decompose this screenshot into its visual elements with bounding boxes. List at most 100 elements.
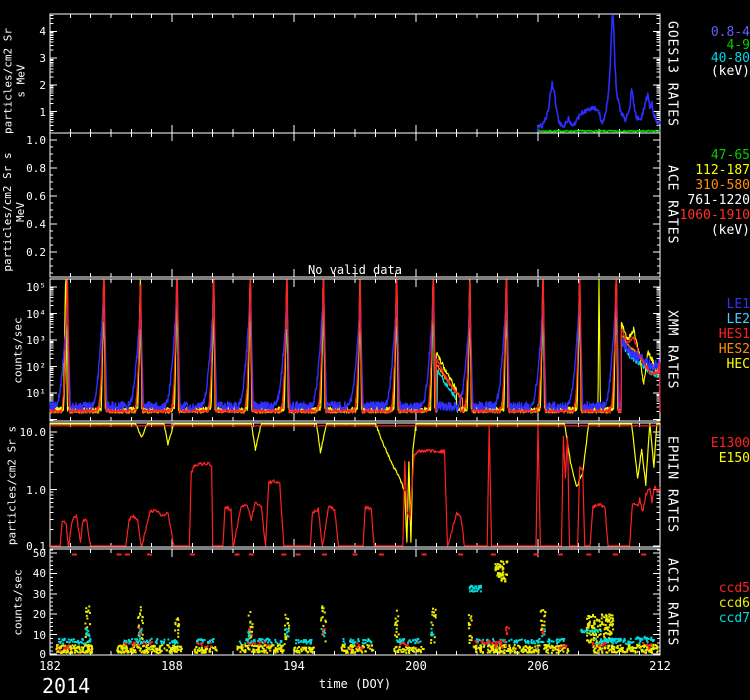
ccd6-point: [431, 624, 434, 627]
ccd6-point: [161, 644, 164, 647]
ccd7-point: [556, 638, 559, 641]
ccd7-point: [399, 641, 401, 644]
ccd6-point: [598, 619, 601, 622]
ccd7-point: [196, 639, 198, 642]
ccd5-dash: [189, 553, 195, 556]
ccd7-point: [629, 637, 632, 640]
ccd7-point: [547, 638, 550, 641]
ccd5-dash: [612, 553, 618, 556]
ccd6-point: [303, 646, 306, 649]
ccd6-point: [566, 649, 569, 652]
ccd6-point: [400, 650, 403, 653]
ccd6-point: [176, 646, 179, 649]
ccd6-point: [491, 645, 494, 648]
ccd7-point: [430, 627, 433, 630]
ccd6-point: [655, 646, 658, 648]
ccd6-point: [474, 645, 476, 648]
ccd6-point: [213, 647, 216, 650]
ccd6-point: [87, 648, 90, 651]
ccd6-point: [323, 611, 326, 614]
ccd5-point: [360, 647, 362, 650]
ccd6-point: [492, 644, 495, 647]
ccd6-point: [468, 639, 471, 642]
ccd6-point: [408, 651, 411, 654]
ccd6-point: [608, 637, 611, 640]
ccd7-point: [148, 642, 151, 645]
ccd6-point: [500, 645, 503, 648]
ccd7-point: [471, 585, 474, 588]
ccd6-point: [599, 633, 602, 636]
ccd7-point: [580, 630, 583, 632]
ccd7-point: [129, 640, 132, 643]
ccd6-point: [602, 623, 605, 626]
ccd7-point: [140, 641, 143, 643]
x-axis-title: time (DOY): [318, 677, 392, 691]
ccd6-point: [88, 645, 90, 648]
ccd6-point: [589, 640, 592, 643]
y-tick-label: 10⁴: [26, 307, 46, 321]
ccd7-point: [305, 642, 308, 645]
ccd6-point: [360, 650, 363, 653]
ccd6-point: [343, 643, 346, 646]
ccd6-point: [609, 617, 612, 620]
ccd6-point: [616, 651, 619, 654]
ccd7-point: [477, 585, 480, 587]
ccd5-point: [138, 627, 141, 630]
ccd6-point: [208, 650, 211, 653]
ccd7-point: [77, 642, 80, 645]
ccd6-point: [592, 624, 595, 627]
ccd6-point: [79, 651, 82, 654]
legend-entry: (keV): [710, 64, 750, 79]
ccd7-point: [627, 641, 630, 644]
ccd7-point: [623, 637, 626, 640]
ccd7-point: [287, 629, 290, 632]
ccd6-point: [502, 560, 505, 563]
ccd5-point: [349, 647, 352, 650]
ccd7-point: [603, 638, 606, 641]
ccd6-point: [177, 645, 180, 648]
ccd6-point: [434, 608, 437, 611]
ccd6-point: [488, 650, 491, 653]
ccd6-point: [85, 607, 88, 610]
ccd7-point: [253, 640, 256, 643]
ccd6-point: [284, 633, 287, 636]
ccd6-point: [640, 645, 642, 648]
ccd7-point: [622, 640, 625, 643]
ccd6-point: [146, 648, 149, 651]
ccd5-point: [506, 632, 508, 635]
ccd5-point: [58, 649, 61, 652]
legend-entry: LE1: [726, 297, 750, 312]
ccd6-point: [591, 625, 593, 627]
ccd6-point: [117, 651, 120, 654]
ccd6-point: [598, 620, 601, 623]
ccd7-point: [175, 640, 178, 643]
ccd6-point: [55, 648, 58, 651]
ccd6-point: [524, 645, 527, 647]
ccd6-point: [87, 643, 90, 646]
ccd6-point: [555, 651, 558, 654]
ccd7-point: [407, 641, 409, 644]
ccd7-point: [324, 631, 327, 634]
ccd6-point: [544, 614, 546, 617]
ccd7-point: [474, 590, 477, 593]
ccd6-point: [654, 644, 657, 646]
ccd6-point: [605, 632, 608, 635]
ccd6-point: [145, 650, 148, 653]
ccd7-point: [160, 640, 163, 643]
ccd7-point: [646, 641, 649, 644]
ccd7-point: [308, 640, 311, 643]
ccd7-point: [342, 637, 345, 640]
ccd7-point: [619, 639, 622, 642]
ccd7-point: [274, 641, 277, 644]
ccd6-point: [651, 647, 653, 650]
ccd5-point: [401, 642, 404, 644]
ccd6-point: [132, 650, 135, 653]
ccd6-point: [296, 651, 299, 654]
ccd6-point: [415, 650, 418, 653]
ccd5-point: [197, 642, 200, 645]
ccd7-point: [303, 639, 305, 641]
ccd6-point: [402, 650, 405, 653]
legend-entry: (keV): [710, 223, 750, 238]
ccd6-point: [287, 627, 290, 630]
ccd6-point: [508, 645, 511, 648]
